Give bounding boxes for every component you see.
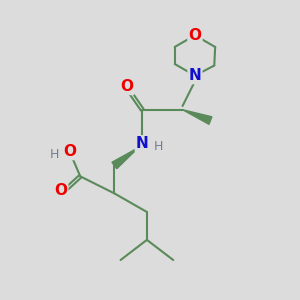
Text: H: H — [154, 140, 164, 153]
Text: N: N — [189, 68, 201, 83]
Polygon shape — [112, 148, 139, 169]
Text: O: O — [63, 144, 76, 159]
Text: N: N — [136, 136, 148, 151]
Text: O: O — [188, 28, 201, 43]
Text: O: O — [120, 79, 133, 94]
Text: O: O — [54, 183, 67, 198]
Text: H: H — [50, 148, 59, 161]
Polygon shape — [182, 110, 212, 124]
